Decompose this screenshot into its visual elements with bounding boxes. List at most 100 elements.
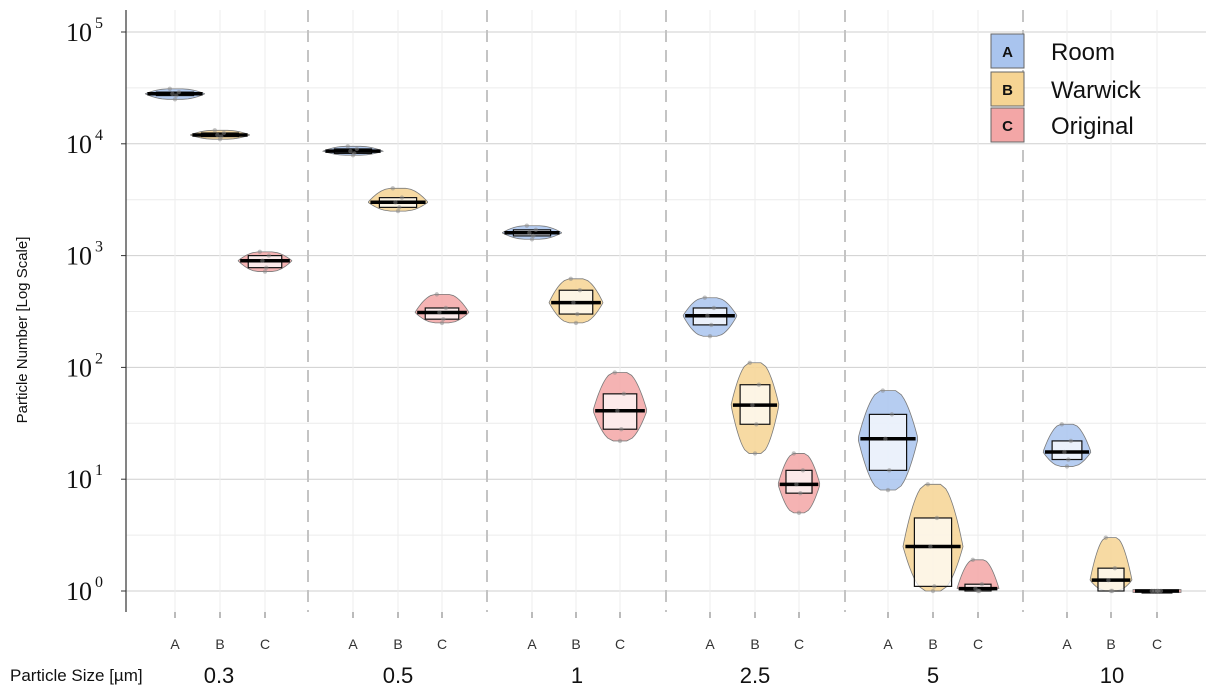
data-point [707,334,713,339]
data-point [798,490,803,496]
data-point [568,276,573,282]
particle-size-label: 1 [571,663,583,688]
category-label: A [170,636,180,652]
violin-1-C [592,370,648,444]
data-point [571,300,576,305]
violin-5-B [902,482,964,594]
particle-size-label: 5 [927,663,939,688]
y-tick-base: 10 [66,18,92,47]
violin-5-A [857,388,919,493]
data-point [800,468,806,473]
category-label: C [794,636,804,652]
category-label: B [1106,636,1115,652]
iqr-box [1051,440,1083,461]
violin-0.3-B [190,128,250,142]
data-point [215,132,220,138]
data-point [575,311,580,317]
data-point [441,316,446,322]
legend-label-B: Warwick [1051,77,1142,104]
particle-size-label: 0.3 [204,663,235,688]
data-point [348,148,353,154]
data-point [393,200,398,205]
data-point [354,146,360,152]
category-label: C [260,636,270,652]
data-point [970,557,975,563]
y-tick-base: 10 [66,465,92,494]
particle-size-label: 2.5 [740,663,771,688]
data-point [167,86,172,92]
data-point [796,510,802,516]
y-tick-label: 10 [66,242,92,271]
data-point [705,313,710,318]
category-label: A [705,636,715,652]
data-point [750,402,755,408]
particle-size-label: 10 [1100,663,1124,688]
data-point [1059,422,1065,427]
data-point [176,89,182,95]
y-tick-label: 10 [66,353,92,382]
data-point [170,91,175,97]
violin-2.5-B [730,360,780,456]
data-point [172,97,178,102]
legend-swatch-A [990,33,1025,69]
y-tick-label: 10 [66,18,92,47]
data-point [880,388,885,393]
data-point [747,360,752,365]
category-label: A [883,636,893,652]
y-tick-label: 10 [66,465,92,494]
y-tick-base: 10 [66,242,92,271]
data-point [266,253,272,258]
iqr-box [868,413,908,471]
category-label: B [750,636,759,652]
data-point [979,582,985,587]
data-point [702,295,707,300]
y-tick-label: 10 [66,130,92,159]
data-point [885,487,891,493]
legend-key-B: B [1002,82,1013,99]
data-point [434,292,439,297]
data-point [1062,449,1067,455]
data-point [930,588,936,594]
y-tick-exponent: 0 [95,574,103,591]
category-label: A [527,636,537,652]
data-point [352,151,357,156]
data-point [1066,457,1071,462]
violin-0.5-B [367,186,429,214]
data-point [1158,588,1164,594]
data-point [752,451,758,456]
data-point [615,408,620,413]
category-label: A [348,636,358,652]
data-point [932,584,937,589]
data-point [1149,588,1155,594]
category-label: C [973,636,983,652]
data-point [612,370,617,375]
category-label: C [437,636,447,652]
category-label: C [1152,636,1162,652]
data-point [395,208,401,214]
data-point [533,227,539,233]
data-point [621,391,627,397]
data-point [262,269,268,274]
violin-10-B [1089,535,1133,594]
y-tick-label: 10 [66,577,92,606]
category-label: B [393,636,402,652]
data-point [791,451,796,456]
y-tick-exponent: 4 [95,127,103,144]
data-point [260,258,265,263]
data-point [439,320,445,326]
legend-key-C: C [1002,118,1013,135]
category-label: A [1062,636,1072,652]
iqr-box [785,469,813,494]
data-point [928,544,933,549]
y-tick-exponent: 1 [95,462,103,479]
category-label: B [571,636,580,652]
data-point [219,134,224,139]
data-point [925,482,930,487]
data-point [1068,438,1074,444]
category-label: B [928,636,937,652]
data-point [174,93,179,98]
data-point [221,130,227,136]
y-tick-exponent: 3 [95,239,103,256]
